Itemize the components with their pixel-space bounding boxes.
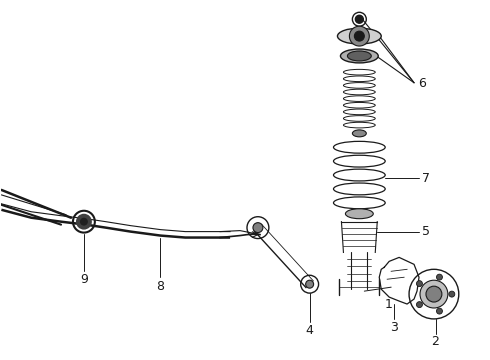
Circle shape (416, 302, 422, 307)
Text: 7: 7 (422, 171, 430, 185)
Text: 8: 8 (156, 280, 165, 293)
Text: 3: 3 (390, 321, 398, 334)
Text: 6: 6 (418, 77, 426, 90)
Ellipse shape (80, 218, 88, 226)
Circle shape (349, 26, 369, 46)
Circle shape (426, 286, 442, 302)
Circle shape (253, 223, 263, 233)
Ellipse shape (345, 209, 373, 219)
Circle shape (416, 281, 422, 287)
Ellipse shape (76, 214, 92, 230)
Circle shape (354, 31, 365, 41)
Ellipse shape (338, 28, 381, 44)
Circle shape (437, 274, 442, 280)
Ellipse shape (347, 51, 371, 61)
Text: 2: 2 (431, 335, 439, 348)
Circle shape (437, 308, 442, 314)
Ellipse shape (341, 49, 378, 63)
Circle shape (420, 280, 448, 308)
Circle shape (449, 291, 455, 297)
Circle shape (306, 280, 314, 288)
Text: 4: 4 (306, 324, 314, 337)
Text: 5: 5 (422, 225, 430, 238)
Ellipse shape (352, 130, 367, 137)
Text: 1: 1 (384, 297, 392, 311)
Text: 9: 9 (80, 273, 88, 286)
Circle shape (355, 15, 363, 23)
